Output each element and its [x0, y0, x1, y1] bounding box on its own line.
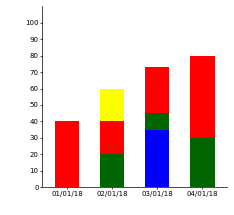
- Bar: [190, 56, 215, 138]
- Bar: [100, 89, 124, 121]
- Bar: [100, 121, 124, 154]
- Bar: [145, 67, 169, 113]
- Bar: [145, 130, 169, 187]
- Bar: [190, 138, 215, 187]
- Bar: [100, 154, 124, 187]
- Bar: [55, 121, 79, 187]
- Bar: [145, 113, 169, 130]
